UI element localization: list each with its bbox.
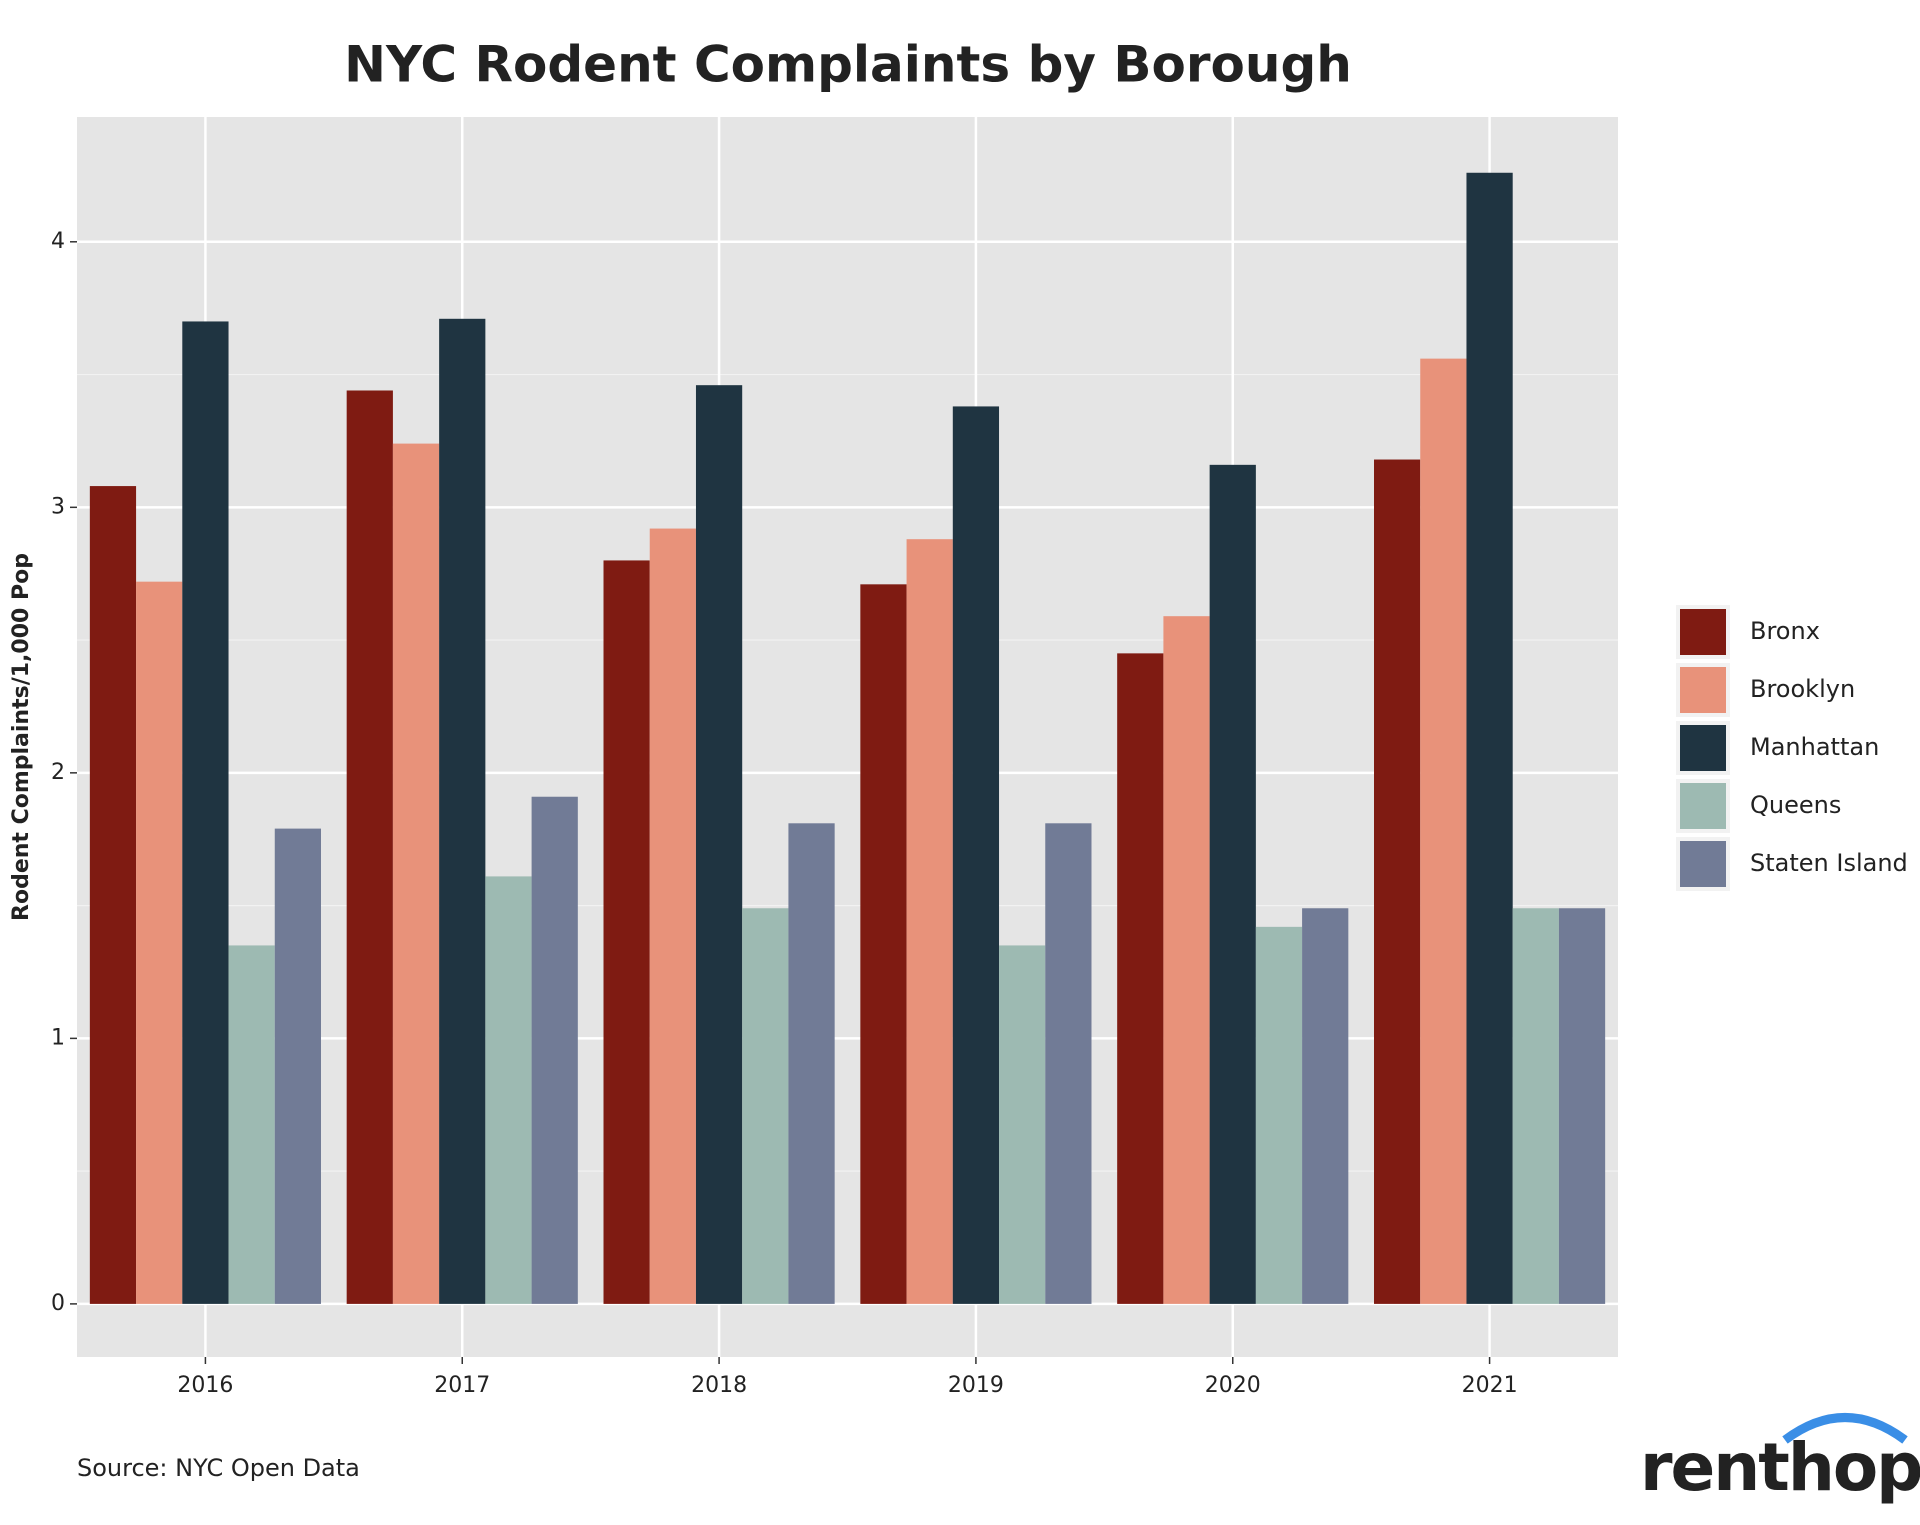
- bar: [860, 584, 907, 1304]
- legend-swatch: [1680, 783, 1726, 829]
- bar: [274, 828, 321, 1304]
- bar: [1374, 459, 1421, 1304]
- legend-label: Staten Island: [1750, 849, 1908, 877]
- legend-label: Bronx: [1750, 617, 1820, 645]
- chart-title: NYC Rodent Complaints by Borough: [344, 36, 1352, 94]
- x-tick-label: 2021: [1462, 1373, 1518, 1398]
- bar: [788, 823, 835, 1304]
- x-tick-label: 2017: [434, 1373, 490, 1398]
- bar: [1466, 172, 1513, 1304]
- legend-swatch: [1680, 667, 1726, 713]
- bar: [531, 796, 578, 1304]
- legend-label: Manhattan: [1750, 733, 1879, 761]
- logo: renthop: [1640, 1429, 1920, 1506]
- x-tick-label: 2019: [948, 1373, 1004, 1398]
- bar: [1163, 616, 1210, 1304]
- y-tick-label: 3: [51, 494, 65, 519]
- bar: [228, 945, 275, 1304]
- bar: [89, 486, 137, 1304]
- bar: [603, 560, 650, 1304]
- bar: [999, 945, 1046, 1304]
- legend-swatch: [1680, 841, 1726, 887]
- bar: [742, 908, 789, 1304]
- source-note: Source: NYC Open Data: [77, 1454, 360, 1482]
- legend-swatch: [1680, 609, 1726, 655]
- bar: [392, 443, 440, 1304]
- legend-label: Queens: [1750, 791, 1841, 819]
- x-tick-label: 2018: [691, 1373, 747, 1398]
- bar: [906, 539, 953, 1304]
- bar: [485, 876, 532, 1304]
- bar: [1302, 908, 1349, 1304]
- y-tick-label: 2: [51, 760, 65, 785]
- bar: [1420, 358, 1467, 1304]
- bar: [182, 321, 229, 1304]
- y-tick-label: 1: [51, 1025, 65, 1050]
- bar: [1209, 464, 1256, 1304]
- bar: [1512, 908, 1559, 1304]
- bar: [1255, 926, 1303, 1304]
- y-axis-label: Rodent Complaints/1,000 Pop: [9, 553, 34, 921]
- bar: [695, 385, 743, 1304]
- bar: [952, 406, 1000, 1304]
- legend-swatch: [1680, 725, 1726, 771]
- plot-panel: [77, 117, 1618, 1357]
- x-tick-label: 2020: [1205, 1373, 1261, 1398]
- bar: [346, 390, 393, 1304]
- bar: [1117, 653, 1164, 1304]
- logo-arc: [1782, 1413, 1908, 1444]
- bar: [1045, 823, 1092, 1304]
- bar: [1558, 908, 1606, 1304]
- bar: [649, 528, 696, 1304]
- y-tick-label: 4: [51, 229, 65, 254]
- x-tick-label: 2016: [177, 1373, 233, 1398]
- y-tick-label: 0: [51, 1291, 65, 1316]
- legend-label: Brooklyn: [1750, 675, 1855, 703]
- bar: [439, 318, 486, 1304]
- bar: [136, 581, 183, 1304]
